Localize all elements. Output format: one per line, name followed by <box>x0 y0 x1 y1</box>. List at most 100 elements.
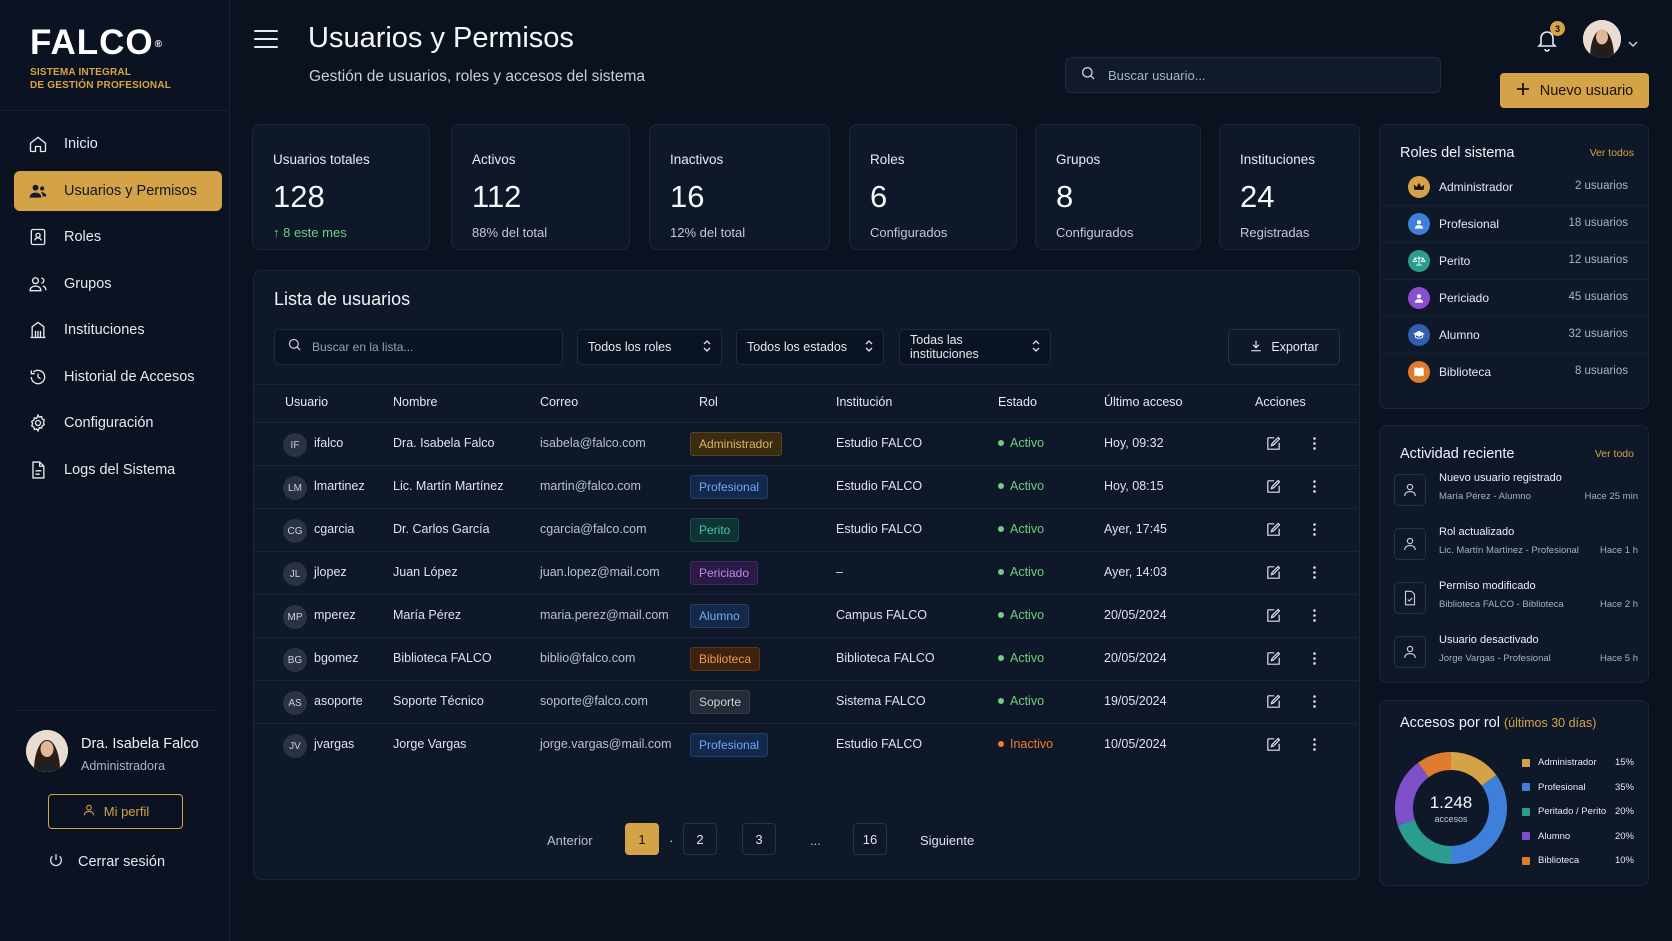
legend-label: Profesional <box>1538 781 1586 793</box>
role-item[interactable]: Administrador 2 usuarios <box>1380 169 1650 206</box>
more-vertical-icon[interactable] <box>1306 736 1324 754</box>
more-vertical-icon[interactable] <box>1306 564 1324 582</box>
stat-sub: Configurados <box>870 225 948 240</box>
table-row[interactable]: MP mperez María Pérez maria.perez@mail.com A… <box>254 595 1358 638</box>
role-filter-select[interactable]: Todos los roles <box>577 329 722 365</box>
table-row[interactable]: LM lmartinez Lic. Martín Martínez martin@fa… <box>254 466 1358 509</box>
role-item[interactable]: Biblioteca 8 usuarios <box>1380 354 1650 391</box>
table-row[interactable]: AS asoporte Soporte Técnico soporte@falco.c… <box>254 681 1358 724</box>
sidebar-item-inicio[interactable]: Inicio <box>14 124 222 164</box>
cell-institution: Estudio FALCO <box>836 479 923 493</box>
column-header-acciones: Acciones <box>1255 395 1306 409</box>
sidebar-item-logs-sistema[interactable]: Logs del Sistema <box>14 450 222 490</box>
edit-icon[interactable] <box>1265 650 1283 668</box>
more-vertical-icon[interactable] <box>1306 607 1324 625</box>
divider <box>254 422 1358 423</box>
more-vertical-icon[interactable] <box>1306 478 1324 496</box>
table-row[interactable]: BG bgomez Biblioteca FALCO biblio@falco.com… <box>254 638 1358 681</box>
activity-title: Rol actualizado <box>1439 526 1515 538</box>
chevron-down-icon[interactable] <box>1628 35 1638 53</box>
brand-logo[interactable]: FALCO® SISTEMA INTEGRAL DE GESTIÓN PROFE… <box>30 24 171 92</box>
chart-title: Accesos por rol (últimos 30 días) <box>1400 715 1597 731</box>
sidebar-item-instituciones[interactable]: Instituciones <box>14 310 222 350</box>
edit-icon[interactable] <box>1265 478 1283 496</box>
column-header-institucion[interactable]: Institución <box>836 395 893 409</box>
roles-icon <box>28 227 48 247</box>
cell-email: biblio@falco.com <box>540 651 636 665</box>
table-row[interactable]: JL jlopez Juan López juan.lopez@mail.com Per… <box>254 552 1358 595</box>
notifications-button[interactable] <box>1535 27 1559 53</box>
edit-icon[interactable] <box>1265 736 1283 754</box>
stat-value: 6 <box>870 179 888 214</box>
export-button[interactable]: Exportar <box>1228 329 1340 365</box>
role-name: Alumno <box>1439 328 1480 342</box>
activity-item[interactable]: Rol actualizado Lic. Martín Martínez - Pr… <box>1394 524 1638 572</box>
donut-slice-biblioteca[interactable] <box>1418 752 1452 778</box>
my-profile-button[interactable]: Mi perfil <box>48 794 183 829</box>
list-search-input[interactable] <box>312 340 552 354</box>
institution-filter-select[interactable]: Todas las instituciones <box>899 329 1051 365</box>
column-header-rol[interactable]: Rol <box>699 395 718 409</box>
page-button-16[interactable]: 16 <box>853 823 887 855</box>
cell-institution: – <box>836 565 843 579</box>
sidebar-item-historial-accesos[interactable]: Historial de Accesos <box>14 357 222 397</box>
legend-swatch <box>1522 783 1530 791</box>
activity-item[interactable]: Nuevo usuario registrado María Pérez - Al… <box>1394 470 1638 518</box>
page-button-1[interactable]: 1 <box>625 823 659 855</box>
edit-icon[interactable] <box>1265 607 1283 625</box>
page-button-2[interactable]: 2 <box>683 823 717 855</box>
cell-email: cgarcia@falco.com <box>540 522 647 536</box>
table-row[interactable]: JV jvargas Jorge Vargas jorge.vargas@mail.c… <box>254 724 1358 767</box>
column-header-estado[interactable]: Estado <box>998 395 1037 409</box>
sidebar-item-grupos[interactable]: Grupos <box>14 264 222 304</box>
edit-icon[interactable] <box>1265 521 1283 539</box>
column-header-correo[interactable]: Correo <box>540 395 579 409</box>
column-header-ultimo-acceso[interactable]: Último acceso <box>1104 395 1183 409</box>
edit-icon[interactable] <box>1265 564 1283 582</box>
edit-icon[interactable] <box>1265 693 1283 711</box>
chart-total: 1.248 <box>1430 793 1473 812</box>
view-all-activity-link[interactable]: Ver todo <box>1594 448 1634 460</box>
page-button-3[interactable]: 3 <box>742 823 776 855</box>
avatar[interactable] <box>26 730 68 772</box>
sidebar-item-roles[interactable]: Roles <box>14 217 222 257</box>
table-row[interactable]: IF ifalco Dra. Isabela Falco isabela@falco.… <box>254 423 1358 466</box>
donut-slice-administrador[interactable] <box>1450 752 1497 787</box>
donut-slice-alumno[interactable] <box>1395 762 1430 826</box>
status-filter-select[interactable]: Todos los estados <box>736 329 884 365</box>
column-header-usuario[interactable]: Usuario <box>285 395 329 409</box>
stat-sub: Registradas <box>1240 225 1310 240</box>
history-icon <box>28 367 48 387</box>
activity-item[interactable]: Usuario desactivado Jorge Vargas - Profes… <box>1394 632 1638 680</box>
view-all-roles-link[interactable]: Ver todos <box>1589 147 1634 159</box>
sidebar-item-configuracion[interactable]: Configuración <box>14 403 222 443</box>
more-vertical-icon[interactable] <box>1306 521 1324 539</box>
role-item[interactable]: Periciado 45 usuarios <box>1380 280 1650 317</box>
role-item[interactable]: Profesional 18 usuarios <box>1380 206 1650 243</box>
avatar[interactable] <box>1583 20 1621 58</box>
activity-item[interactable]: Permiso modificado Biblioteca FALCO - Bib… <box>1394 578 1638 626</box>
user-name: Dra. Isabela Falco <box>81 736 199 752</box>
new-user-button[interactable]: Nuevo usuario <box>1500 73 1649 108</box>
cell-email: martin@falco.com <box>540 479 641 493</box>
pagination-prev[interactable]: Anterior <box>547 833 593 848</box>
role-item[interactable]: Perito 12 usuarios <box>1380 243 1650 280</box>
users-icon <box>28 181 48 201</box>
sidebar-item-usuarios-permisos[interactable]: Usuarios y Permisos <box>14 170 222 211</box>
more-vertical-icon[interactable] <box>1306 650 1324 668</box>
search-input[interactable] <box>1108 67 1408 83</box>
logout-button[interactable]: Cerrar sesión <box>48 852 165 872</box>
column-header-nombre[interactable]: Nombre <box>393 395 438 409</box>
role-item[interactable]: Alumno 32 usuarios <box>1380 317 1650 354</box>
stat-card-institutions: Instituciones 24 Registradas <box>1219 124 1360 250</box>
table-row[interactable]: CG cgarcia Dr. Carlos García cgarcia@falco.… <box>254 509 1358 552</box>
more-vertical-icon[interactable] <box>1306 435 1324 453</box>
pagination-next[interactable]: Siguiente <box>920 833 975 848</box>
donut-slice-profesional[interactable] <box>1450 775 1507 864</box>
role-name: Perito <box>1439 254 1471 268</box>
stat-value: 128 <box>273 179 325 214</box>
more-vertical-icon[interactable] <box>1306 693 1324 711</box>
donut-slice-peritado-perito[interactable] <box>1397 819 1452 864</box>
menu-toggle-button[interactable] <box>254 30 278 50</box>
edit-icon[interactable] <box>1265 435 1283 453</box>
